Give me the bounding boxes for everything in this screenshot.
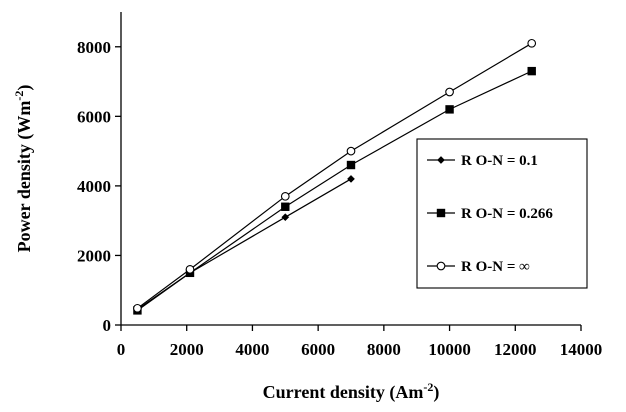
data-point bbox=[346, 160, 356, 170]
data-point bbox=[445, 105, 454, 114]
y-tick-label: 0 bbox=[103, 316, 112, 335]
y-axis-title: Power density (Wm-2) bbox=[12, 85, 35, 253]
x-tick-label: 6000 bbox=[301, 340, 335, 359]
y-tick-label: 8000 bbox=[77, 38, 111, 57]
y-tick-label: 2000 bbox=[77, 246, 111, 265]
data-point bbox=[527, 66, 536, 76]
x-tick-label: 2000 bbox=[170, 340, 204, 359]
legend-item: R O-N = 0.1 bbox=[427, 153, 538, 169]
data-point bbox=[346, 146, 356, 156]
legend: R O-N = 0.1 R O-N = 0.266 R O-N = ∞ bbox=[416, 138, 588, 289]
x-tick-label: 0 bbox=[117, 340, 126, 359]
x-tick-label: 10000 bbox=[428, 340, 471, 359]
data-point bbox=[281, 213, 290, 222]
y-axis-title-superscript: -2 bbox=[12, 91, 26, 101]
y-ticks: 0 2000 4000 6000 8000 bbox=[77, 38, 121, 335]
legend-label: R O-N = 0.1 bbox=[461, 153, 538, 169]
x-tick-label: 12000 bbox=[494, 340, 537, 359]
data-point bbox=[347, 174, 355, 183]
y-axis-title-end: ) bbox=[14, 85, 35, 91]
series-line bbox=[137, 178, 352, 310]
axes bbox=[120, 12, 581, 326]
series-group bbox=[133, 38, 537, 315]
data-point bbox=[527, 38, 537, 48]
legend-item: R O-N = 0.266 bbox=[427, 206, 553, 222]
legend-item: R O-N = ∞ bbox=[427, 259, 530, 275]
legend-marker bbox=[437, 156, 445, 164]
series-line bbox=[137, 70, 532, 311]
x-axis-title-superscript: -2 bbox=[423, 380, 433, 394]
y-tick-label: 4000 bbox=[77, 177, 111, 196]
x-axis-title: Current density (Am-2) bbox=[263, 380, 440, 403]
x-ticks: 0 2000 4000 6000 8000 10000 12000 14000 bbox=[117, 325, 603, 359]
data-point bbox=[281, 202, 290, 211]
data-point bbox=[185, 265, 195, 274]
x-tick-label: 8000 bbox=[367, 340, 401, 359]
y-tick-label: 6000 bbox=[77, 107, 111, 126]
x-axis-title-end: ) bbox=[433, 382, 439, 403]
series-1 bbox=[133, 174, 355, 314]
y-axis-title-text: Power density (Wm bbox=[14, 101, 35, 253]
x-tick-label: 14000 bbox=[560, 340, 603, 359]
legend-marker bbox=[436, 261, 446, 271]
data-point bbox=[133, 303, 142, 313]
legend-label: R O-N = 0.266 bbox=[461, 206, 553, 222]
legend-label: R O-N = ∞ bbox=[461, 259, 530, 275]
x-tick-label: 4000 bbox=[235, 340, 269, 359]
x-axis-title-text: Current density (Am bbox=[263, 382, 424, 403]
data-point bbox=[445, 87, 454, 97]
series-3 bbox=[133, 38, 537, 313]
series-line bbox=[137, 42, 533, 309]
data-point bbox=[280, 191, 290, 201]
legend-marker bbox=[436, 208, 446, 218]
